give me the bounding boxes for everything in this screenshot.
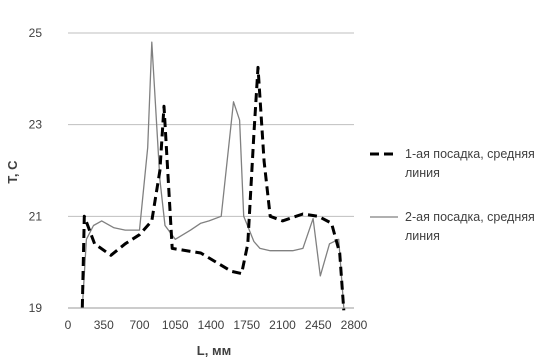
series-line-1 <box>80 65 346 311</box>
series-layer <box>80 41 346 311</box>
x-tick-label: 2450 <box>305 318 332 332</box>
x-tick-labels: 0 350 700 1050 1400 1750 2100 2450 2800 <box>65 318 368 332</box>
x-axis-label: L, мм <box>197 343 231 358</box>
legend-label-series-2: 2-ая посадка, средняя линия <box>405 210 538 243</box>
y-tick-label: 25 <box>29 26 43 40</box>
y-tick-label: 19 <box>29 301 43 315</box>
y-axis-label: T, C <box>5 160 20 184</box>
x-tick-label: 700 <box>129 318 149 332</box>
y-tick-labels: 19 21 23 25 <box>29 26 43 315</box>
x-tick-label: 350 <box>94 318 114 332</box>
x-tick-label: 2100 <box>269 318 296 332</box>
y-tick-label: 21 <box>29 209 43 223</box>
x-tick-label: 1750 <box>233 318 260 332</box>
legend: 1-ая посадка, средняя линия 2-ая посадка… <box>370 147 538 243</box>
x-tick-label: 0 <box>65 318 72 332</box>
x-tick-label: 1400 <box>198 318 225 332</box>
legend-label-series-1: 1-ая посадка, средняя линия <box>405 147 538 180</box>
x-tick-label: 1050 <box>162 318 189 332</box>
grid-lines <box>68 32 354 217</box>
series-line-2 <box>81 41 345 309</box>
y-tick-label: 23 <box>29 118 43 132</box>
x-tick-label: 2800 <box>341 318 368 332</box>
